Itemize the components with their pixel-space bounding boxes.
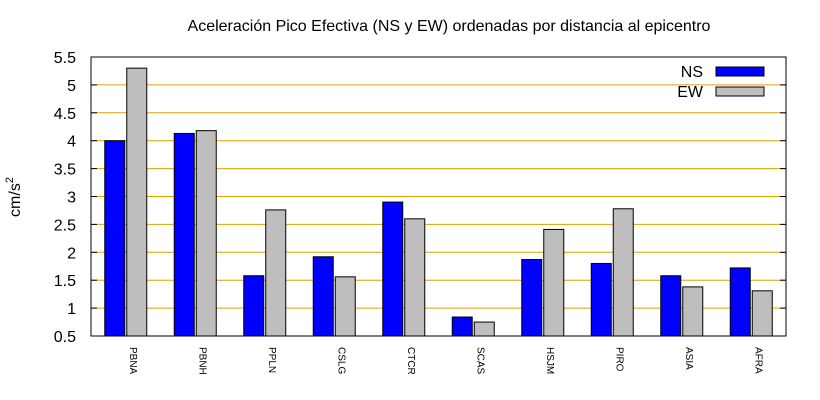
x-tick-label: CTCR (405, 347, 416, 375)
x-tick-label: ASIA (683, 347, 694, 370)
x-tick-label: AFRA (752, 347, 763, 374)
x-tick-label: CSLG (335, 347, 346, 374)
bar-ns-ctcr (382, 201, 404, 337)
bar-ns-ppln (243, 275, 265, 337)
y-tick-label: 1 (67, 301, 76, 318)
bar-ew-cslg (334, 276, 356, 337)
y-tick-label: 3 (67, 190, 76, 207)
bar-ns-piro (590, 262, 612, 337)
y-tick-label: 5.5 (54, 50, 76, 67)
y-axis-label-base: cm/s (7, 183, 24, 217)
bar-ew-ctcr (404, 218, 426, 337)
y-axis-ticks: 0.5 1 1.5 2 2.5 3 3.5 4 4.5 5 5.5 (54, 50, 786, 346)
y-tick-label: 4 (67, 134, 76, 151)
bar-ew-ppln (265, 209, 287, 337)
y-tick-label: 2 (67, 245, 76, 262)
y-tick-label: 0.5 (54, 329, 76, 346)
bar-ns-afra (729, 267, 751, 337)
x-axis-ticks: PBNA PBNH PPLN CSLG CTCR SCAS HSJM PIRO ASIA AFRA (127, 347, 764, 375)
y-tick-label: 4.5 (54, 106, 76, 123)
y-axis-label-exponent: 2 (4, 177, 16, 183)
bars (104, 67, 773, 337)
bar-ns-pbna (104, 140, 126, 337)
y-axis-label: cm/s2 (4, 177, 24, 217)
gridlines (91, 84, 786, 309)
bar-ns-scas (451, 316, 473, 337)
bar-ew-scas (473, 321, 495, 337)
legend-label-ew: EW (677, 84, 704, 101)
legend-label-ns: NS (681, 64, 703, 81)
legend-swatch-ew (715, 86, 765, 97)
y-tick-label: 2.5 (54, 217, 76, 234)
chart-title: Aceleración Pico Efectiva (NS y EW) orde… (188, 18, 711, 35)
legend-swatch-ns (715, 66, 765, 77)
y-tick-label: 3.5 (54, 162, 76, 179)
bar-ew-asia (682, 286, 704, 337)
bar-ew-piro (612, 208, 634, 337)
x-tick-label: HSJM (544, 347, 555, 374)
y-tick-label: 1.5 (54, 273, 76, 290)
bar-ns-cslg (312, 256, 334, 337)
legend: NS EW (677, 64, 765, 101)
bar-ew-pbna (126, 67, 148, 337)
bar-ew-pbnh (195, 130, 217, 337)
bar-ns-hsjm (521, 259, 543, 337)
bar-ew-hsjm (543, 228, 565, 337)
bar-ew-afra (751, 290, 773, 337)
x-tick-label: PIRO (613, 347, 624, 372)
x-tick-label: PBNA (127, 347, 138, 375)
x-tick-label: PBNH (196, 347, 207, 375)
bar-ns-asia (660, 275, 682, 337)
y-tick-label: 5 (67, 78, 76, 95)
x-tick-label: SCAS (474, 347, 485, 375)
x-tick-label: PPLN (266, 347, 277, 373)
bar-ns-pbnh (173, 132, 195, 337)
